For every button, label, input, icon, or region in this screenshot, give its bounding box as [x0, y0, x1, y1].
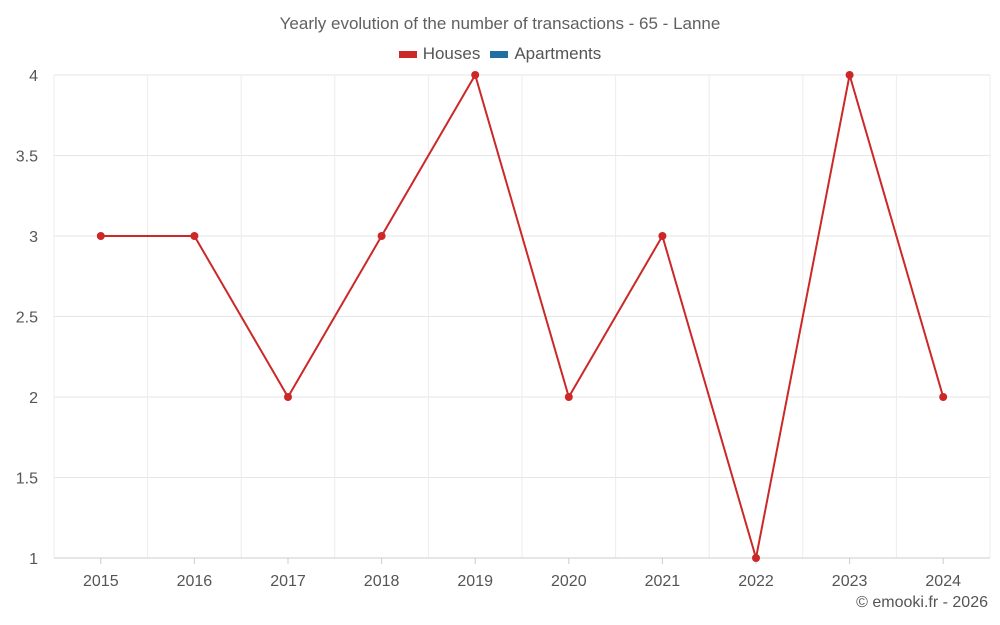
x-tick-label: 2023: [832, 573, 868, 590]
x-tick-label: 2021: [645, 573, 681, 590]
x-tick-label: 2020: [551, 573, 587, 590]
footer-credit: © emooki.fr - 2026: [856, 594, 988, 611]
x-tick-label: 2019: [457, 573, 493, 590]
data-point-houses[interactable]: [845, 71, 854, 79]
y-tick-label: 3: [29, 229, 38, 246]
y-tick-label: 4: [29, 68, 38, 85]
data-point-houses[interactable]: [96, 232, 105, 240]
x-tick-label: 2015: [83, 573, 119, 590]
chart-legend: Houses Apartments: [0, 44, 1000, 64]
x-tick-label: 2018: [364, 573, 400, 590]
y-tick-label: 1: [29, 551, 38, 568]
chart-title: Yearly evolution of the number of transa…: [279, 14, 721, 33]
data-point-houses[interactable]: [658, 232, 667, 240]
y-tick-label: 2.5: [16, 310, 38, 327]
x-tick-label: 2022: [738, 573, 774, 590]
legend-label-houses: Houses: [422, 44, 481, 63]
data-point-houses[interactable]: [939, 393, 948, 401]
legend-label-apartments: Apartments: [514, 44, 602, 63]
x-tick-label: 2016: [177, 573, 213, 590]
series-line-houses: [100, 74, 945, 559]
data-point-houses[interactable]: [564, 393, 573, 401]
data-point-houses[interactable]: [752, 554, 760, 562]
y-tick-label: 1.5: [16, 471, 38, 488]
legend-swatch-apartments: [490, 50, 509, 58]
legend-swatch-houses: [398, 50, 417, 58]
legend-item-houses[interactable]: Houses: [398, 44, 481, 64]
data-point-houses[interactable]: [190, 232, 199, 240]
y-tick-label: 3.5: [16, 149, 38, 166]
x-tick-label: 2017: [270, 573, 306, 590]
y-tick-label: 2: [29, 390, 38, 407]
data-point-houses[interactable]: [471, 71, 480, 79]
data-point-houses[interactable]: [377, 232, 386, 240]
data-point-houses[interactable]: [284, 393, 292, 401]
x-tick-label: 2024: [925, 573, 961, 590]
legend-item-apartments[interactable]: Apartments: [490, 44, 601, 64]
